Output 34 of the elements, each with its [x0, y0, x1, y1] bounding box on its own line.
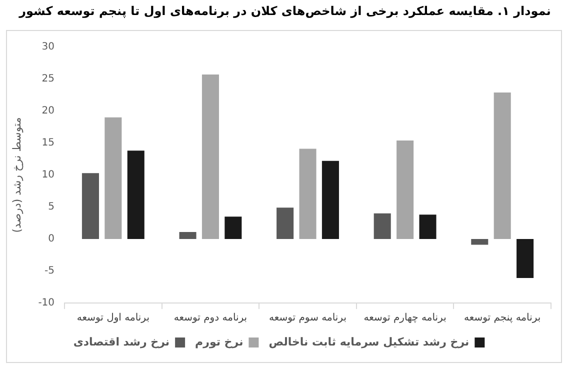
bar: [82, 173, 99, 239]
bar: [224, 216, 242, 239]
legend-label: نرخ رشد اقتصادی: [73, 335, 170, 348]
bar: [494, 92, 511, 239]
bar: [104, 117, 122, 239]
y-tick-label: 15: [42, 138, 55, 149]
bar: [179, 232, 196, 239]
bar: [276, 208, 294, 239]
bar: [202, 74, 219, 239]
y-tick-label: -5: [44, 266, 55, 277]
bar: [396, 140, 414, 239]
y-tick-label: 30: [42, 42, 55, 53]
y-tick-label: 10: [42, 170, 55, 181]
y-tick-label: -10: [38, 298, 55, 309]
x-tick-label: برنامه سوم توسعه: [269, 312, 346, 324]
x-tick-label: برنامه پنجم توسعه: [464, 312, 541, 324]
x-tick-label: برنامه دوم توسعه: [174, 312, 248, 324]
bar: [322, 160, 339, 239]
chart-title: نمودار ۱. مقایسه عملکرد برخی از شاخص‌های کلان در برنامه‌های اول تا پنجم توسعه کشور: [18, 4, 552, 18]
x-tick-label: برنامه اول توسعه: [76, 312, 150, 324]
legend-label: نرخ رشد تشکیل سرمایه ثابت ناخالص: [268, 335, 470, 348]
legend-label: نرخ تورم: [195, 335, 244, 348]
y-tick-label: 0: [48, 234, 55, 245]
bar: [374, 213, 391, 239]
y-tick-label: 5: [48, 202, 55, 213]
bar: [299, 148, 316, 239]
bar: [471, 239, 488, 245]
y-axis-title: متوسط نرخ رشد (درصد): [10, 117, 24, 233]
y-tick-label: 25: [42, 74, 55, 85]
y-tick-label: 20: [42, 106, 55, 117]
bar: [516, 239, 534, 278]
bar: [419, 214, 436, 239]
x-tick-label: برنامه چهارم توسعه: [364, 312, 446, 324]
bar: [127, 150, 144, 239]
